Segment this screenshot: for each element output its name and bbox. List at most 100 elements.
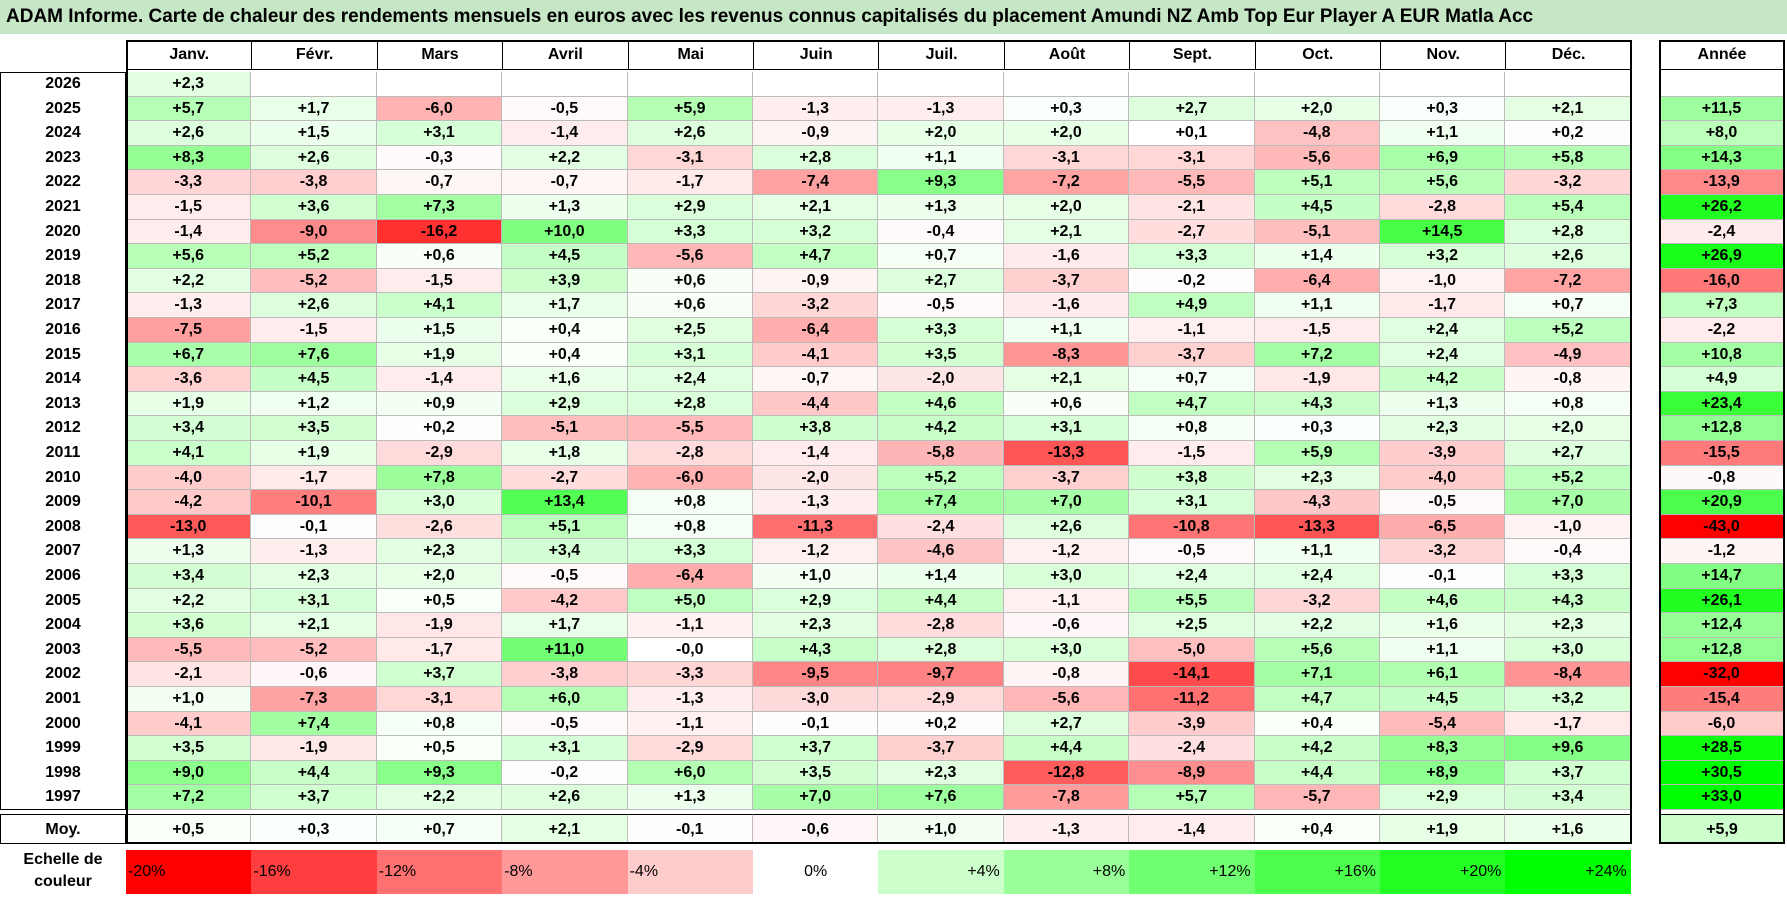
heatmap-cell: +3,1 <box>502 736 628 761</box>
heatmap-cell: -3,7 <box>878 736 1004 761</box>
heatmap-cell: -0,1 <box>753 711 879 737</box>
month-header: Janv. <box>126 40 253 70</box>
heatmap-cell: +2,0 <box>1505 416 1631 441</box>
heatmap-cell: +0,2 <box>376 416 503 441</box>
heatmap-cell: -0,3 <box>376 145 503 171</box>
heatmap-cell: -2,1 <box>1129 195 1255 220</box>
heatmap-cell: +2,5 <box>627 318 753 343</box>
year-label: 2008 <box>0 514 126 540</box>
heatmap-cell: +7,4 <box>878 490 1004 515</box>
heatmap-cell: +0,4 <box>502 342 628 368</box>
heatmap-cell: +0,8 <box>1129 416 1255 441</box>
heatmap-cell: -3,7 <box>1003 465 1130 491</box>
heatmap-cell: -4,1 <box>753 342 879 368</box>
heatmap-cell: +0,6 <box>376 244 503 269</box>
heatmap-cell: -1,5 <box>251 318 377 343</box>
heatmap-cell: -7,5 <box>126 318 252 343</box>
heatmap-cell: +0,3 <box>1003 96 1130 122</box>
heatmap-cell: +2,2 <box>376 785 503 810</box>
scale-swatch: -16% <box>251 850 377 894</box>
annual-cell: -15,5 <box>1659 441 1785 466</box>
annual-cell: +23,4 <box>1659 391 1785 417</box>
heatmap-cell: +1,1 <box>1003 318 1130 343</box>
average-cell: -0,1 <box>627 814 753 844</box>
heatmap-cell: +1,7 <box>502 613 628 638</box>
heatmap-cell: +1,1 <box>1380 637 1506 663</box>
heatmap-cell: +2,4 <box>1129 564 1255 589</box>
heatmap-cell: -0,7 <box>502 170 628 195</box>
heatmap-cell: +4,5 <box>1380 687 1506 712</box>
heatmap-cell: -3,8 <box>251 170 377 195</box>
heatmap-cell: +3,1 <box>627 342 753 368</box>
heatmap-cell: +7,4 <box>251 711 377 737</box>
heatmap-cell: +4,3 <box>1505 588 1631 614</box>
heatmap-cell: -8,9 <box>1129 760 1255 786</box>
heatmap-cell: +2,7 <box>1129 96 1255 122</box>
heatmap-cell: -5,6 <box>1003 687 1130 712</box>
heatmap-cell: -5,4 <box>1380 711 1506 737</box>
annual-cell: -2,4 <box>1659 219 1785 245</box>
heatmap-cell: +3,7 <box>1505 760 1631 786</box>
heatmap-cell: +4,4 <box>251 760 377 786</box>
heatmap-cell: +2,4 <box>1380 342 1506 368</box>
heatmap-cell: +1,0 <box>753 564 879 589</box>
annual-cell: +12,8 <box>1659 637 1785 663</box>
heatmap-cell: -6,4 <box>753 318 879 343</box>
annual-cell: +30,5 <box>1659 760 1785 786</box>
heatmap-cell: +0,2 <box>878 711 1004 737</box>
heatmap-cell: +1,1 <box>1254 293 1380 318</box>
heatmap-cell: -1,7 <box>627 170 753 195</box>
month-header: Avril <box>502 40 629 70</box>
month-header: Déc. <box>1505 40 1632 70</box>
heatmap-cell: -6,4 <box>1254 268 1380 294</box>
heatmap-cell: +4,5 <box>1254 195 1380 220</box>
heatmap-cell: +2,9 <box>627 195 753 220</box>
heatmap-cell: +3,8 <box>1129 465 1255 491</box>
heatmap-cell: +5,9 <box>627 96 753 122</box>
year-label: 2021 <box>0 195 126 220</box>
heatmap-cell: -1,5 <box>1254 318 1380 343</box>
heatmap-cell: +3,5 <box>753 760 879 786</box>
heatmap-cell: -3,2 <box>1380 539 1506 564</box>
heatmap-cell: -1,4 <box>126 219 252 245</box>
heatmap-cell: +2,7 <box>1505 441 1631 466</box>
heatmap-cell: +5,6 <box>126 244 252 269</box>
heatmap-cell: -1,9 <box>376 613 503 638</box>
heatmap-cell: +5,7 <box>1129 785 1255 810</box>
heatmap-cell: -16,2 <box>376 219 503 245</box>
heatmap-cell: -10,8 <box>1129 514 1255 540</box>
heatmap-cell: +4,6 <box>1380 588 1506 614</box>
month-header: Oct. <box>1254 40 1381 70</box>
heatmap-cell: -12,8 <box>1003 760 1130 786</box>
average-cell: +0,4 <box>1254 814 1380 844</box>
heatmap-cell: -0,9 <box>753 268 879 294</box>
heatmap-cell: +2,6 <box>251 293 377 318</box>
heatmap-cell: -4,2 <box>502 588 628 614</box>
heatmap-cell <box>502 72 628 97</box>
heatmap-cell: -0,4 <box>1505 539 1631 564</box>
heatmap-cell: +2,2 <box>126 588 252 614</box>
heatmap-cell: +3,6 <box>126 613 252 638</box>
annual-cell: -6,0 <box>1659 711 1785 737</box>
heatmap-cell: -2,0 <box>753 465 879 491</box>
year-label: 1998 <box>0 760 126 786</box>
heatmap-cell: +7,3 <box>376 195 503 220</box>
heatmap-cell: +3,7 <box>376 662 503 687</box>
annual-cell <box>1659 72 1785 97</box>
heatmap-cell: +7,0 <box>753 785 879 810</box>
heatmap-cell: -1,2 <box>753 539 879 564</box>
heatmap-cell: -1,4 <box>502 121 628 146</box>
heatmap-cell: -1,7 <box>1505 711 1631 737</box>
year-label: 2007 <box>0 539 126 564</box>
heatmap-cell: -5,2 <box>251 268 377 294</box>
heatmap-cell: +5,0 <box>627 588 753 614</box>
heatmap-cell: -1,5 <box>1129 441 1255 466</box>
heatmap-cell: -3,9 <box>1129 711 1255 737</box>
heatmap-cell: +1,3 <box>502 195 628 220</box>
heatmap-cell: +3,3 <box>1129 244 1255 269</box>
heatmap-cell: -8,3 <box>1003 342 1130 368</box>
heatmap-cell: -2,6 <box>376 514 503 540</box>
heatmap-cell: +3,0 <box>1003 564 1130 589</box>
heatmap-cell: -4,0 <box>1380 465 1506 491</box>
heatmap-cell: +0,5 <box>376 736 503 761</box>
